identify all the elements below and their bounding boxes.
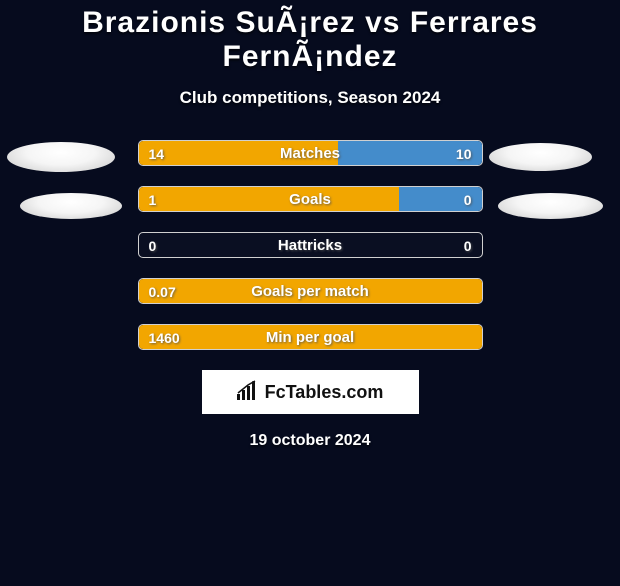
page-subtitle: Club competitions, Season 2024: [0, 88, 620, 108]
stat-row: 0 0Hattricks: [138, 232, 483, 258]
decorative-ellipse: [498, 193, 603, 219]
stat-value-left: 0: [139, 233, 167, 258]
stat-fill-left: [139, 279, 482, 303]
stat-label: Hattricks: [139, 233, 482, 258]
brand-icon: [237, 380, 259, 405]
stat-fill-left: [139, 325, 482, 349]
stat-row: 0.07Goals per match: [138, 278, 483, 304]
brand-badge[interactable]: FcTables.com: [202, 370, 419, 414]
comparison-stage: 1410Matches10Goals00Hattricks0.07Goals p…: [0, 140, 620, 350]
stat-row: 1410Matches: [138, 140, 483, 166]
decorative-ellipse: [7, 142, 115, 172]
decorative-ellipse: [20, 193, 122, 219]
decorative-ellipse: [489, 143, 592, 171]
stat-value-right: 0: [454, 187, 482, 212]
brand-text: FcTables.com: [265, 382, 384, 403]
stat-value-left: 0.07: [139, 279, 186, 304]
date-label: 19 october 2024: [0, 432, 620, 450]
stat-row: 1460Min per goal: [138, 324, 483, 350]
page-title: Brazionis SuÃ¡rez vs Ferrares FernÃ¡ndez: [0, 6, 620, 74]
stat-value-left: 14: [139, 141, 175, 166]
stat-value-right: 0: [454, 233, 482, 258]
stat-value-right: 10: [446, 141, 482, 166]
stat-rows: 1410Matches10Goals00Hattricks0.07Goals p…: [138, 140, 483, 350]
stat-value-left: 1460: [139, 325, 190, 350]
stat-row: 10Goals: [138, 186, 483, 212]
stat-value-left: 1: [139, 187, 167, 212]
stat-fill-left: [139, 187, 400, 211]
